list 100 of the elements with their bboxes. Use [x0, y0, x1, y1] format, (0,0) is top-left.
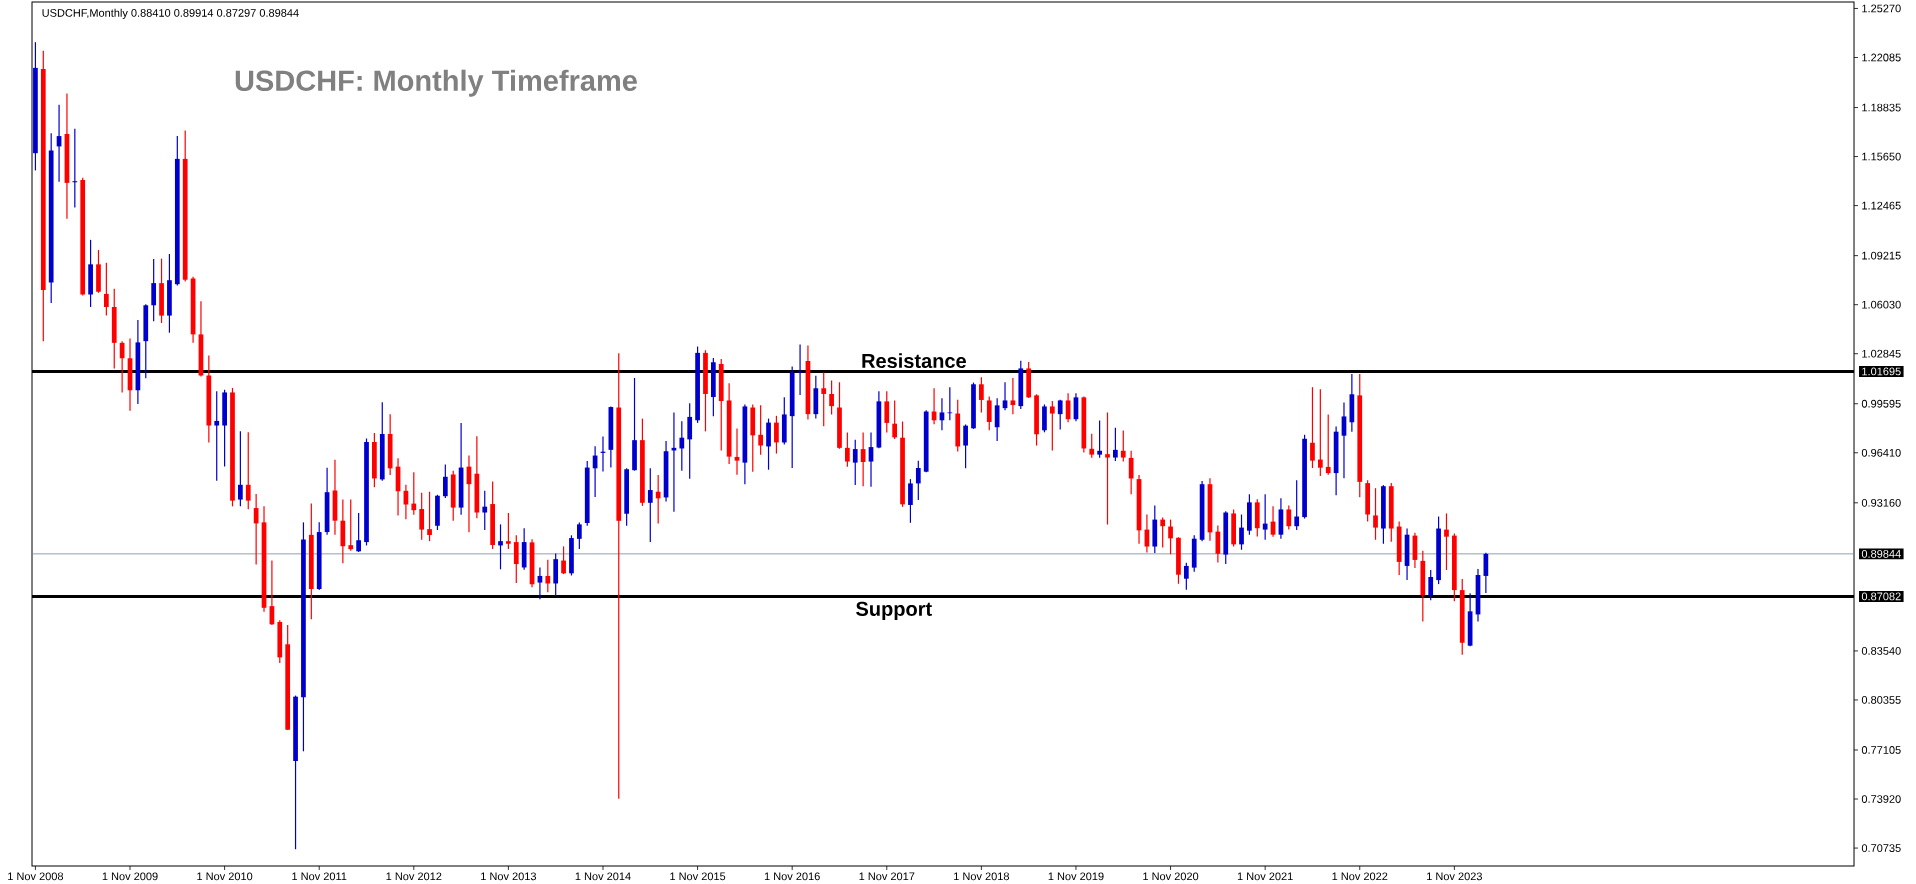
candlestick — [1097, 420, 1102, 459]
y-tick-label: 1.01695 — [1862, 367, 1901, 376]
candlestick — [238, 430, 243, 507]
candlestick — [1049, 400, 1055, 452]
candlestick — [1373, 487, 1378, 541]
y-tick-label: 0.83540 — [1861, 647, 1901, 655]
candlestick — [1294, 479, 1300, 531]
y-tick-label: 1.09215 — [1862, 251, 1901, 260]
y-tick-label: 1.18835 — [1862, 103, 1901, 112]
candlestick — [356, 512, 361, 553]
candlestick — [498, 523, 503, 570]
candlestick — [1128, 450, 1134, 495]
candlestick — [821, 371, 827, 427]
candlestick — [1444, 512, 1449, 571]
x-tick-label: 1 Nov 2011 — [292, 872, 347, 881]
x-tick-label: 1 Nov 2010 — [197, 872, 253, 881]
candlestick — [1239, 513, 1244, 551]
candlestick — [797, 343, 803, 396]
candlestick — [1286, 504, 1292, 531]
candlestick — [1325, 413, 1331, 476]
y-tick-label: 1.25270 — [1862, 4, 1901, 13]
candlestick — [561, 545, 566, 575]
candlestick — [915, 460, 921, 501]
candlestick — [1120, 430, 1126, 463]
candlestick — [829, 379, 834, 416]
candlestick — [1310, 386, 1315, 469]
candlestick — [253, 493, 259, 566]
candlestick — [72, 128, 78, 208]
candlestick — [214, 390, 220, 482]
candlestick — [947, 386, 953, 421]
x-tick-label: 1 Nov 2013 — [481, 872, 537, 881]
candlestick — [348, 498, 354, 552]
candlestick — [1215, 525, 1221, 564]
candlestick — [687, 402, 693, 480]
y-tick-label: 1.02845 — [1862, 349, 1901, 358]
candlestick — [774, 415, 779, 455]
x-tick-label: 1 Nov 2012 — [386, 872, 442, 881]
x-tick-label: 1 Nov 2015 — [670, 872, 726, 881]
candlestick — [1160, 516, 1166, 549]
candlestick — [655, 474, 661, 525]
x-tick-label: 1 Nov 2019 — [1048, 872, 1104, 881]
candlestick — [1010, 377, 1016, 415]
y-tick-label: 0.77105 — [1861, 746, 1901, 754]
ref-line-label: Support — [856, 601, 932, 620]
candlestick — [908, 478, 913, 524]
candlestick — [845, 432, 850, 468]
candlestick — [766, 418, 771, 471]
candlestick — [245, 431, 251, 510]
candlestick — [482, 490, 488, 531]
x-tick-label: 1 Nov 2017 — [859, 872, 915, 881]
candlestick — [979, 376, 984, 414]
x-tick-label: 1 Nov 2008 — [8, 872, 64, 881]
y-tick-label: 1.22085 — [1862, 53, 1901, 62]
y-tick-label: 0.99595 — [1861, 399, 1901, 408]
candlestick — [1428, 569, 1434, 601]
x-tick-label: 1 Nov 2022 — [1332, 872, 1388, 881]
candlestick — [513, 534, 519, 584]
y-tick-label: 0.89844 — [1861, 549, 1901, 558]
x-tick-label: 1 Nov 2014 — [575, 872, 631, 881]
candlestick — [576, 521, 582, 550]
candlestick — [1113, 427, 1118, 462]
x-tick-label: 1 Nov 2009 — [102, 872, 158, 881]
candlestick — [892, 399, 898, 440]
candlestick — [884, 390, 890, 434]
candlestick — [679, 420, 685, 472]
candlestick — [647, 467, 653, 543]
y-tick-label: 0.87082 — [1861, 592, 1901, 601]
annotation: USDCHF,Monthly 0.88410 0.89914 0.87297 0.89844 — [42, 8, 299, 19]
candlestick — [986, 395, 992, 431]
candlestick — [545, 559, 551, 593]
y-tick-label: 0.80355 — [1861, 696, 1901, 704]
candlestick — [1317, 388, 1323, 477]
y-tick-label: 0.96410 — [1861, 448, 1901, 457]
candlestick — [537, 566, 543, 600]
x-tick-label: 1 Nov 2021 — [1237, 872, 1293, 881]
candlestick — [151, 258, 157, 322]
candlestick — [506, 512, 511, 550]
y-tick-label: 0.70735 — [1861, 844, 1901, 852]
y-tick-label: 0.73920 — [1861, 795, 1901, 803]
text: USDCHF: Monthly Timeframe — [235, 69, 637, 97]
candlestick — [758, 404, 764, 456]
candlestick — [442, 463, 448, 499]
candlestick — [1262, 493, 1268, 541]
y-tick-label: 0.93160 — [1861, 498, 1901, 507]
candlestick — [1168, 519, 1173, 555]
candlestick — [1042, 403, 1047, 433]
candlestick — [963, 424, 968, 469]
x-tick-label: 1 Nov 2016 — [764, 872, 820, 881]
candlestick — [427, 491, 432, 542]
x-tick-label: 1 Nov 2023 — [1427, 872, 1482, 881]
y-tick-label: 1.06030 — [1862, 300, 1901, 309]
candlestick — [1057, 399, 1063, 430]
y-tick-label: 1.12465 — [1862, 201, 1901, 210]
ref-line-label: Resistance — [862, 353, 966, 369]
candlestick — [1089, 433, 1095, 459]
candlestick — [104, 262, 109, 317]
candlestick — [1105, 411, 1110, 526]
candlestick — [1183, 562, 1189, 591]
x-tick-label: 1 Nov 2020 — [1143, 872, 1199, 881]
x-tick-label: 1 Nov 2018 — [954, 872, 1010, 881]
